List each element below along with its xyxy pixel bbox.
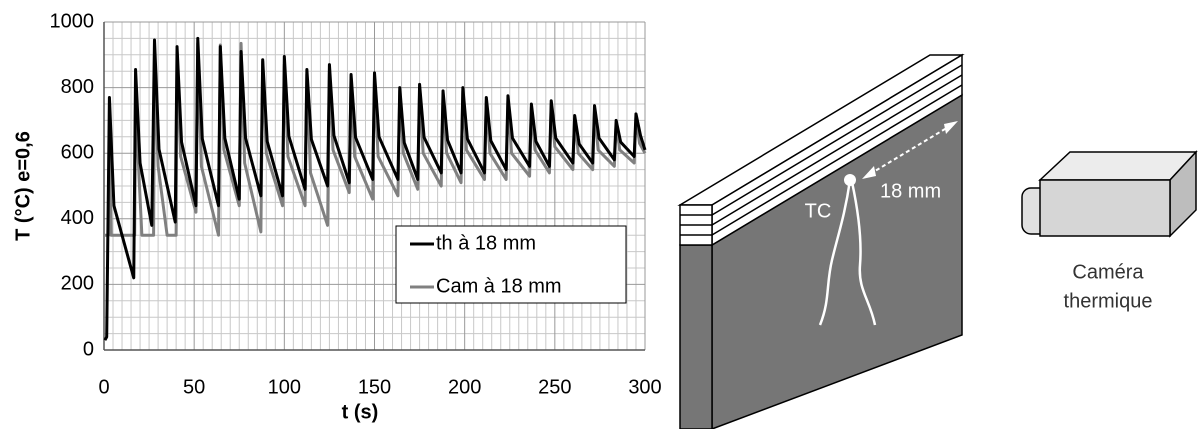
y-tick-label: 400 [61, 207, 94, 229]
legend-label: Cam à 18 mm [436, 275, 562, 297]
slab-diagram: TC 18 mm [677, 53, 965, 429]
chart: 0 200 400 600 800 1000 0 50 100 150 200 250 300 th à … [50, 10, 662, 398]
camera: Caméra thermique [1021, 150, 1198, 312]
thermocouple-wires [818, 179, 877, 326]
y-axis-label: T (°C) e=0,6 [12, 131, 34, 241]
legend-box [395, 225, 627, 304]
y-tick-label: 600 [61, 141, 94, 163]
data-line [103, 36, 647, 341]
x-tick-label: 150 [358, 376, 391, 398]
camera-top [1038, 151, 1198, 181]
arrow-head [862, 166, 876, 179]
x-tick-label: 200 [448, 376, 481, 398]
legend: th à 18 mm Cam à 18 mm [395, 225, 627, 304]
x-tick-label: 300 [628, 376, 661, 398]
y-tick-label: 1000 [50, 10, 95, 32]
y-tick-label: 0 [83, 338, 94, 360]
arrow-head [944, 121, 958, 134]
x-tick-label: 50 [183, 376, 205, 398]
camera-body [1039, 179, 1171, 237]
legend-label: th à 18 mm [436, 232, 536, 254]
layer-lines [680, 64, 963, 236]
slab-edge [679, 244, 713, 429]
tc-label: TC [805, 200, 832, 222]
camera-label: Caméra [1072, 261, 1144, 283]
distance-label: 18 mm [880, 180, 941, 202]
camera-label: thermique [1064, 290, 1153, 312]
y-tick-label: 800 [61, 76, 94, 98]
x-tick-label: 0 [98, 376, 109, 398]
distance-arrow [869, 125, 951, 175]
x-axis-label: t (s) [342, 401, 379, 423]
x-tick-label: 100 [268, 376, 301, 398]
y-tick-label: 200 [61, 273, 94, 295]
x-tick-label: 250 [538, 376, 571, 398]
